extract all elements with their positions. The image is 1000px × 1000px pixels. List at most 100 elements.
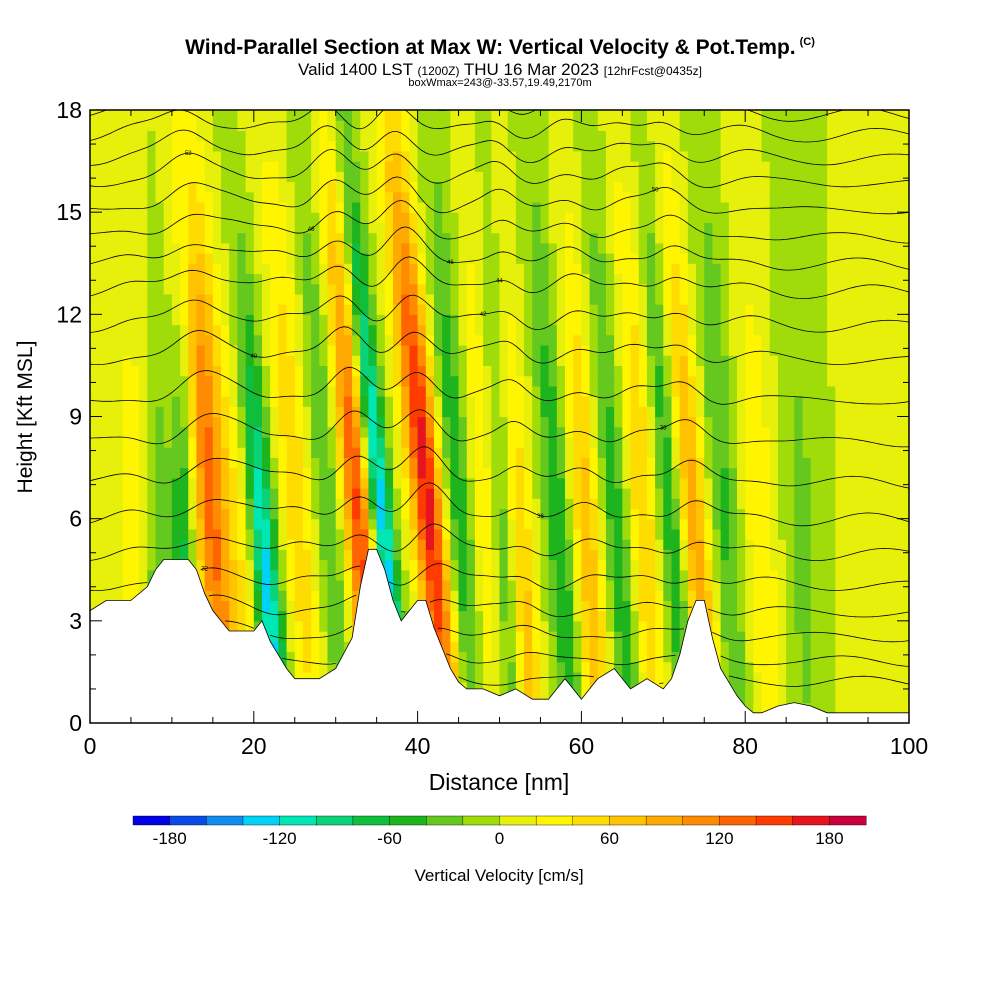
w-cell (589, 283, 599, 295)
w-cell (646, 140, 656, 152)
w-cell (237, 447, 247, 458)
w-cell (450, 344, 460, 356)
w-cell (720, 528, 730, 540)
w-cell (335, 355, 345, 367)
w-cell (737, 671, 746, 683)
w-cell (720, 426, 730, 438)
w-cell (319, 283, 329, 295)
w-cell (343, 406, 353, 418)
w-cell (515, 518, 525, 530)
w-cell (270, 293, 279, 305)
w-cell (581, 120, 591, 132)
w-cell (622, 539, 632, 550)
w-cell (646, 253, 656, 264)
w-cell (286, 110, 296, 121)
w-cell (393, 140, 402, 152)
w-cell (409, 212, 419, 223)
w-cell (278, 610, 288, 622)
w-cell (311, 518, 320, 530)
w-cell (581, 355, 591, 367)
w-cell (679, 549, 689, 561)
w-cell (646, 365, 656, 377)
w-cell (728, 273, 738, 285)
w-cell (311, 600, 320, 612)
w-cell (687, 242, 697, 254)
w-cell (221, 314, 230, 326)
w-cell (229, 385, 239, 397)
w-cell (696, 232, 705, 244)
w-cell (417, 498, 427, 510)
w-cell (622, 293, 632, 305)
w-cell (728, 171, 738, 183)
w-cell (532, 130, 542, 142)
w-cell (147, 110, 157, 121)
w-cell (106, 140, 116, 152)
w-cell (147, 242, 157, 254)
w-cell (384, 110, 394, 121)
w-cell (204, 549, 214, 561)
w-cell (712, 171, 722, 183)
w-cell (597, 508, 607, 520)
w-cell (245, 447, 255, 458)
w-cell (425, 171, 435, 183)
w-cell (98, 508, 107, 520)
w-cell (155, 304, 165, 315)
w-cell (646, 579, 656, 591)
w-cell (491, 293, 501, 305)
w-cell (229, 467, 239, 479)
w-cell (130, 222, 140, 234)
w-cell (237, 365, 247, 377)
w-cell (229, 283, 239, 295)
w-cell (532, 120, 542, 132)
w-cell (196, 201, 206, 213)
w-cell (188, 304, 198, 315)
w-cell (122, 590, 132, 601)
w-cell (130, 549, 140, 561)
w-cell (376, 150, 386, 162)
w-cell (98, 222, 107, 234)
w-cell (327, 559, 337, 571)
w-cell (261, 396, 271, 407)
w-cell (728, 600, 738, 612)
w-cell (442, 253, 451, 264)
w-cell (548, 661, 558, 673)
w-cell (499, 406, 509, 418)
w-cell (204, 498, 214, 510)
w-cell (687, 518, 697, 530)
w-cell (532, 671, 542, 683)
w-cell (368, 253, 378, 264)
w-cell (302, 671, 312, 683)
w-cell (646, 477, 656, 489)
w-cell (286, 273, 296, 285)
w-cell (286, 477, 296, 489)
w-cell (671, 232, 681, 244)
w-cell (466, 610, 476, 622)
w-cell (679, 385, 689, 397)
w-cell (614, 355, 623, 367)
w-cell (417, 304, 427, 315)
w-cell (147, 232, 157, 244)
w-cell (450, 253, 460, 264)
w-cell (540, 651, 550, 663)
w-cell (327, 140, 337, 152)
w-cell (384, 528, 394, 540)
w-cell (704, 232, 714, 244)
w-cell (532, 641, 542, 653)
w-cell (98, 375, 107, 387)
w-cell (524, 283, 533, 295)
w-cell (745, 232, 754, 244)
w-cell (261, 212, 271, 223)
w-cell (696, 110, 705, 121)
w-cell (286, 314, 296, 326)
w-cell (155, 273, 165, 285)
w-cell (253, 600, 263, 612)
w-cell (458, 579, 468, 591)
w-cell (417, 416, 427, 428)
w-cell (548, 293, 558, 305)
w-cell (302, 293, 312, 305)
w-cell (769, 651, 779, 663)
w-cell (663, 304, 673, 315)
w-cell (335, 426, 345, 438)
w-cell (417, 385, 427, 397)
w-cell (450, 426, 460, 438)
